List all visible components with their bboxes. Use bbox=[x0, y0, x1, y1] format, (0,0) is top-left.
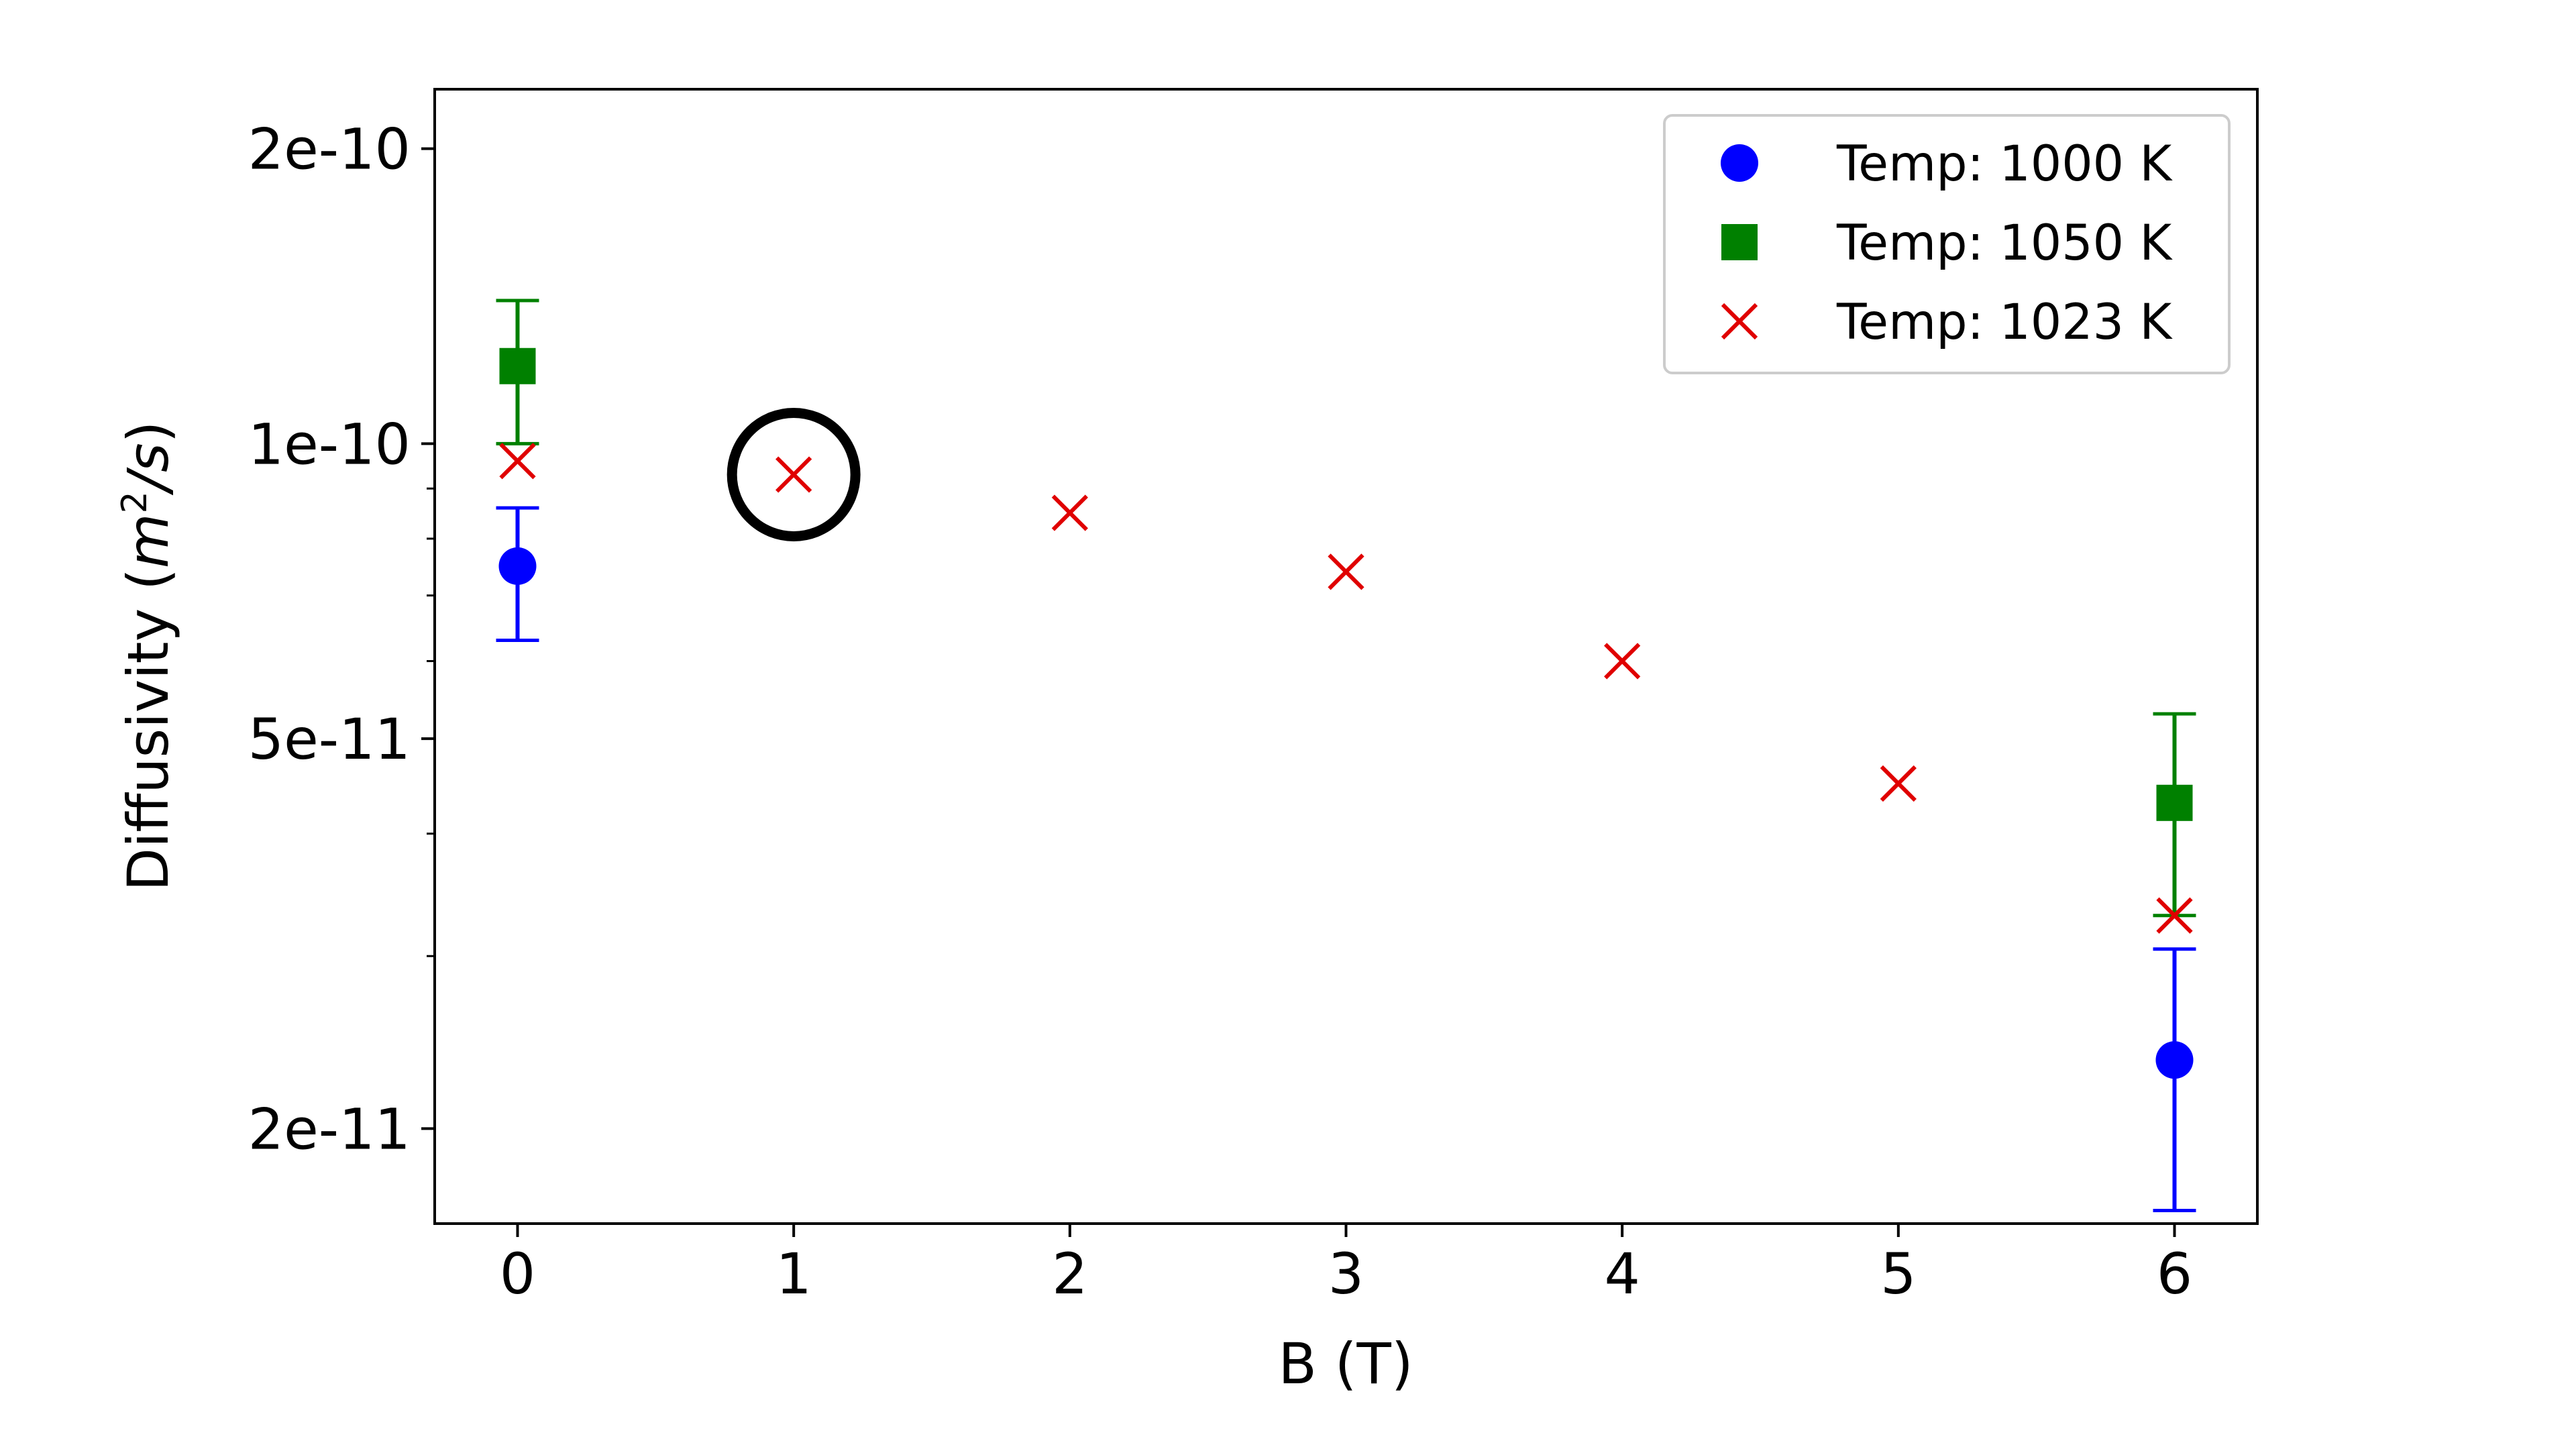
legend: Temp: 1000 K Temp: 1050 K Temp: 1023 K bbox=[1663, 114, 2231, 374]
legend-marker bbox=[1721, 303, 1758, 340]
axis-ticks: 0 1 2 3 4 5 6 2e-11 5e-11 1e-10 2e-10 bbox=[248, 117, 2193, 1307]
x-tick-label: 6 bbox=[2157, 1241, 2192, 1307]
highlight-circle bbox=[727, 407, 861, 541]
legend-item: Temp: 1050 K bbox=[1721, 215, 2173, 272]
x-stroke bbox=[1721, 303, 1758, 340]
legend-frame bbox=[1663, 114, 2231, 374]
legend-marker bbox=[1721, 224, 1758, 260]
y-tick-label: 5e-11 bbox=[248, 706, 411, 772]
x-axis-label: B (T) bbox=[1278, 1331, 1413, 1397]
x-stroke bbox=[1051, 494, 1088, 531]
legend-marker bbox=[1721, 144, 1758, 182]
legend-item: Temp: 1000 K bbox=[1721, 136, 2173, 193]
x-tick-label: 5 bbox=[1880, 1241, 1916, 1307]
data-point bbox=[1328, 553, 1364, 590]
legend-label: Temp: 1023 K bbox=[1836, 294, 2173, 351]
error-bar bbox=[2153, 947, 2196, 1212]
y-tick-label: 2e-10 bbox=[248, 117, 411, 182]
plot-frame bbox=[433, 88, 2259, 1225]
x-stroke bbox=[1604, 643, 1641, 680]
data-point bbox=[1051, 494, 1088, 531]
data-point bbox=[2155, 1041, 2194, 1079]
legend-label: Temp: 1000 K bbox=[1836, 136, 2173, 193]
legend-item: Temp: 1023 K bbox=[1721, 294, 2173, 351]
data-markers bbox=[498, 347, 2194, 1079]
x-tick-label: 0 bbox=[500, 1241, 535, 1307]
data-point bbox=[775, 456, 812, 493]
x-stroke bbox=[1328, 553, 1364, 590]
x-tick-label: 4 bbox=[1604, 1241, 1640, 1307]
legend-label: Temp: 1050 K bbox=[1836, 215, 2173, 272]
data-point bbox=[498, 547, 537, 585]
y-tick-label: 1e-10 bbox=[248, 411, 411, 477]
data-point bbox=[1880, 765, 1917, 802]
annotations bbox=[727, 407, 861, 541]
x-stroke bbox=[2156, 897, 2193, 934]
x-tick-label: 1 bbox=[775, 1241, 811, 1307]
data-point bbox=[499, 347, 536, 384]
x-tick-label: 3 bbox=[1328, 1241, 1364, 1307]
data-point bbox=[2156, 784, 2193, 821]
data-point bbox=[499, 443, 536, 480]
x-stroke bbox=[499, 443, 536, 480]
x-stroke bbox=[775, 456, 812, 493]
y-tick-label: 2e-11 bbox=[248, 1096, 411, 1162]
y-axis-label: Diffusivity (m2/s) bbox=[115, 421, 181, 891]
x-stroke bbox=[1880, 765, 1917, 802]
data-point bbox=[2156, 897, 2193, 934]
data-point bbox=[1604, 643, 1641, 680]
x-tick-label: 2 bbox=[1052, 1241, 1087, 1307]
